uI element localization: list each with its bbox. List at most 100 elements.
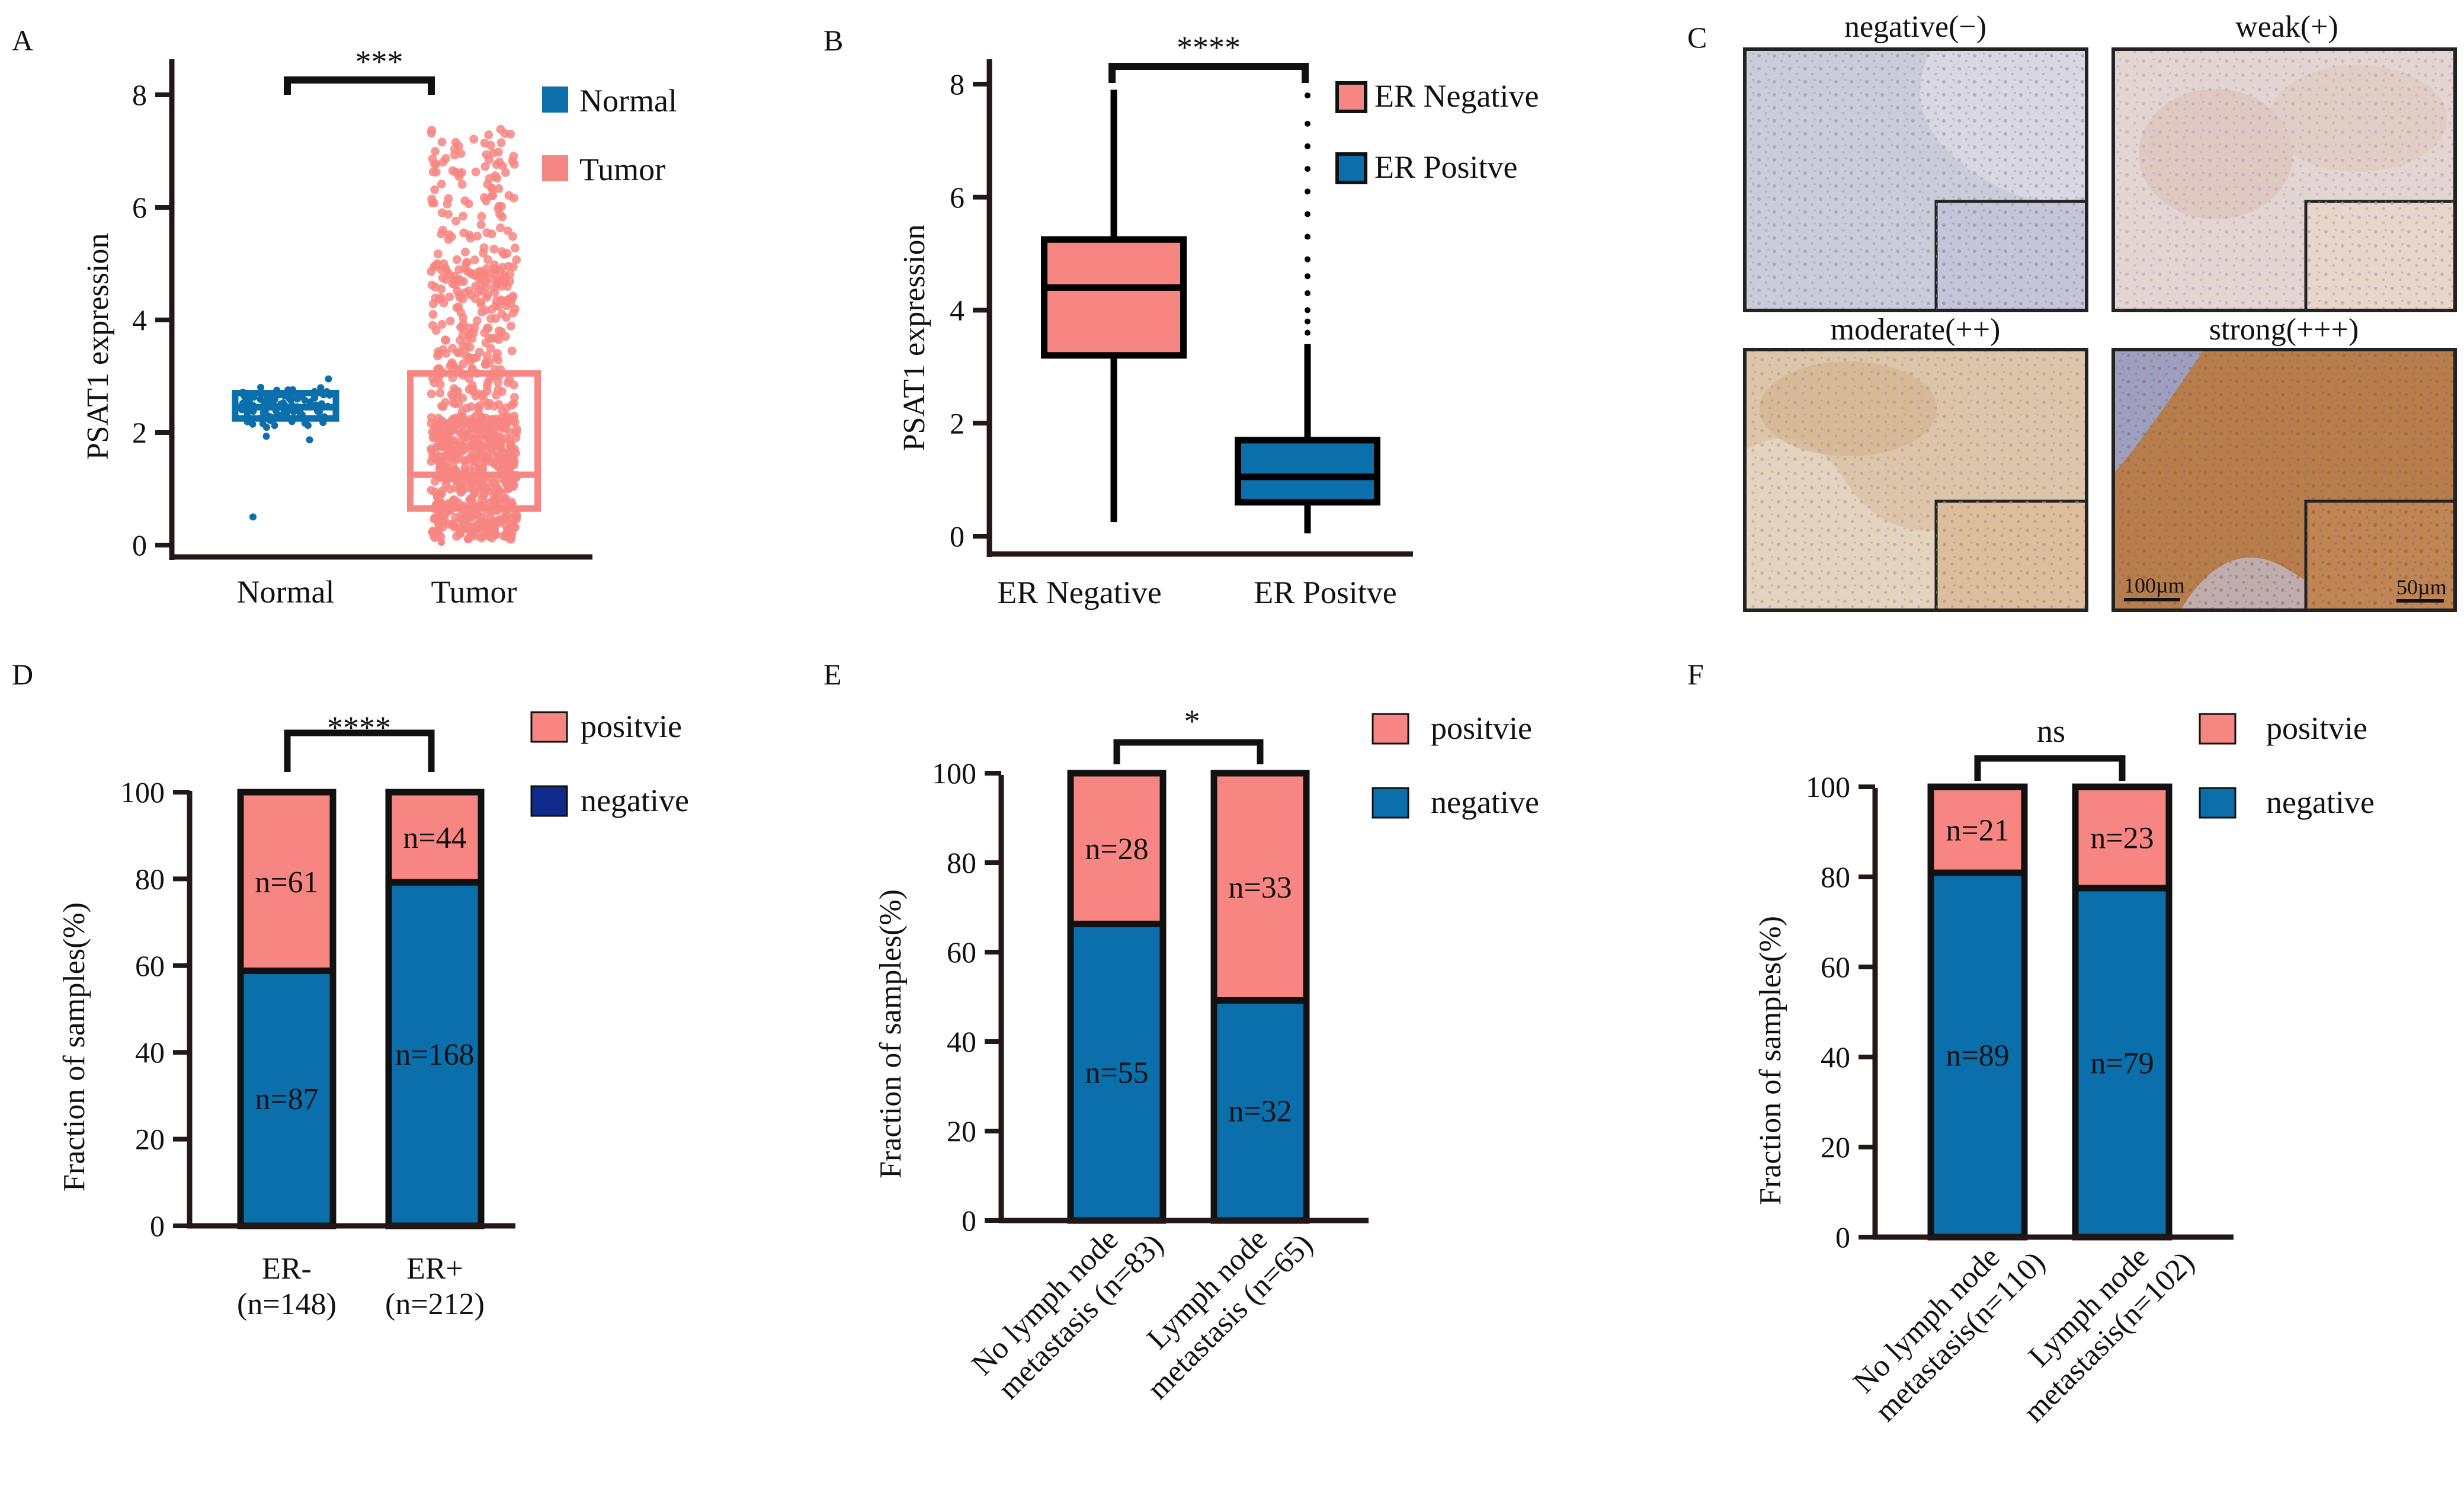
panel-letter: C	[1687, 21, 1707, 54]
data-point	[452, 476, 462, 486]
y-tick-label: 80	[135, 862, 165, 895]
y-tick-label: 4	[950, 294, 965, 327]
data-point	[494, 400, 504, 409]
scale-bar-label: 50µm	[2396, 575, 2447, 599]
data-point	[512, 428, 521, 437]
data-point	[488, 456, 497, 466]
outlier-point	[1305, 120, 1310, 127]
data-point	[482, 269, 491, 278]
data-point	[456, 335, 465, 345]
data-point	[460, 514, 470, 524]
data-point	[470, 271, 479, 280]
significance-label: ns	[2037, 713, 2065, 749]
data-point	[464, 286, 473, 296]
data-point	[450, 271, 459, 281]
data-point	[468, 386, 478, 396]
plot-area: n=21 n=89 n=23 n=79	[1927, 783, 2173, 1241]
data-point	[479, 527, 488, 537]
data-point	[494, 326, 504, 335]
data-point	[446, 316, 455, 326]
y-tick-label: 0	[150, 1209, 165, 1242]
data-point	[502, 403, 511, 412]
significance-bracket	[1113, 739, 1264, 764]
data-point	[485, 441, 495, 451]
y-tick-label: 2	[132, 416, 147, 449]
y-ticks: 0 2 4 6 8	[132, 78, 172, 562]
ihc-image-strong	[2111, 348, 2457, 612]
data-point	[433, 351, 443, 361]
data-point	[472, 316, 482, 325]
panel-d: D Fraction of samples(%) 0 20 40 60 80 100 n=…	[12, 658, 689, 1321]
y-tick-label: 20	[135, 1123, 165, 1156]
legend-label: negative	[1431, 784, 1539, 820]
data-point	[441, 335, 451, 345]
y-tick-label: 60	[1821, 950, 1850, 984]
data-point	[257, 395, 264, 403]
data-point	[443, 446, 453, 455]
y-tick-label: 60	[947, 936, 976, 969]
data-point	[509, 380, 518, 390]
data-point	[448, 344, 457, 353]
data-point	[438, 523, 447, 532]
bar-segment-positive	[2072, 783, 2173, 892]
data-point	[438, 539, 445, 546]
significance-label: ***	[355, 44, 403, 79]
legend: positvie negative	[530, 709, 689, 818]
outlier-point	[1305, 92, 1310, 99]
ihc-image-weak	[2111, 47, 2457, 312]
data-point	[512, 255, 521, 265]
data-point	[484, 130, 494, 140]
significance-bracket	[1108, 63, 1309, 83]
data-point	[508, 262, 518, 271]
data-point	[483, 255, 492, 264]
panel-b: B PSAT1 expression 0 2 4 6 8 **** ER Negativ…	[824, 24, 1539, 610]
y-ticks: 0 20 40 60 80 100	[120, 776, 190, 1242]
data-point	[431, 261, 440, 270]
data-point	[262, 433, 270, 440]
significance-label: ****	[1177, 30, 1241, 65]
data-point	[481, 338, 491, 348]
data-point	[438, 158, 448, 167]
data-point	[500, 129, 510, 138]
data-point	[437, 284, 446, 294]
data-point	[482, 483, 491, 493]
svg-text:ER-: ER-	[262, 1252, 312, 1286]
data-point	[508, 308, 518, 318]
plot-area	[232, 124, 541, 546]
data-point	[306, 436, 313, 444]
outlier-point	[1305, 329, 1310, 336]
data-point	[472, 353, 481, 362]
data-point	[508, 293, 517, 303]
y-tick-label: 80	[1821, 860, 1850, 893]
outlier-point	[1305, 273, 1310, 280]
data-point	[459, 228, 469, 238]
data-point	[441, 434, 451, 444]
y-tick-label: 80	[947, 846, 976, 879]
bar-segment-positive	[385, 789, 485, 886]
data-point	[495, 463, 504, 472]
bar-segment-negative	[237, 968, 337, 1229]
data-point	[457, 180, 467, 189]
data-point	[442, 425, 451, 435]
legend: ER Negative ER Positve	[1335, 78, 1539, 185]
data-point	[460, 196, 470, 206]
x-category-label: Normal	[237, 574, 335, 610]
data-point	[428, 527, 437, 537]
panel-f: F Fraction of samples(%) 0 20 40 60 80 100 n=…	[1687, 658, 2375, 1429]
data-point	[454, 172, 464, 181]
panel-letter: B	[824, 24, 843, 57]
significance-bracket	[284, 729, 435, 772]
data-point	[445, 292, 454, 302]
bar-segment-positive	[1210, 770, 1310, 1004]
data-point	[488, 517, 498, 526]
legend-label: Normal	[579, 83, 677, 118]
x-category-label: ER+ (n=212)	[385, 1252, 485, 1321]
data-point	[472, 424, 481, 434]
legend-swatch-positive	[530, 711, 568, 743]
data-point	[443, 199, 452, 209]
data-point	[493, 279, 502, 289]
data-point	[492, 296, 501, 306]
ihc-title: moderate(++)	[1831, 313, 2001, 347]
data-point	[317, 384, 325, 392]
